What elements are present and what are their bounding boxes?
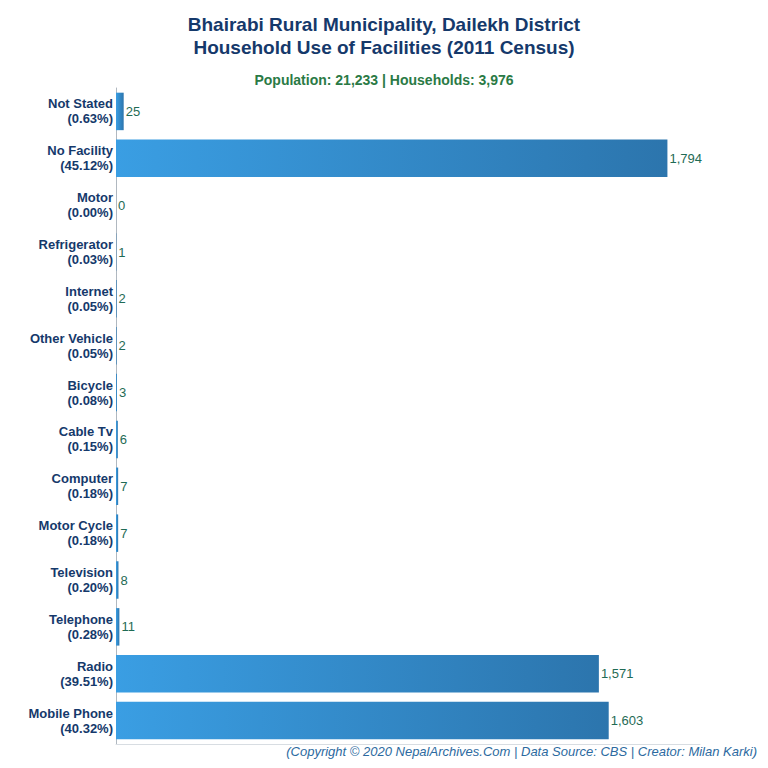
svg-text:3: 3 xyxy=(119,385,126,400)
svg-text:(Copyright © 2020 NepalArchive: (Copyright © 2020 NepalArchives.Com | Da… xyxy=(286,744,757,759)
svg-text:Bicycle: Bicycle xyxy=(67,378,113,393)
svg-text:2: 2 xyxy=(119,338,126,353)
svg-text:Motor: Motor xyxy=(77,190,113,205)
svg-text:(0.18%): (0.18%) xyxy=(67,486,113,501)
svg-text:11: 11 xyxy=(121,619,135,634)
svg-text:25: 25 xyxy=(126,104,140,119)
svg-text:(0.05%): (0.05%) xyxy=(67,346,113,361)
svg-text:Cable Tv: Cable Tv xyxy=(59,424,114,439)
svg-text:7: 7 xyxy=(120,526,127,541)
svg-text:Telephone: Telephone xyxy=(49,612,113,627)
svg-text:Motor Cycle: Motor Cycle xyxy=(39,518,113,533)
svg-text:8: 8 xyxy=(120,573,127,588)
svg-text:Internet: Internet xyxy=(65,284,113,299)
svg-text:1,794: 1,794 xyxy=(669,151,702,166)
svg-text:7: 7 xyxy=(120,479,127,494)
svg-text:(0.03%): (0.03%) xyxy=(67,252,113,267)
svg-text:Computer: Computer xyxy=(52,471,113,486)
svg-text:6: 6 xyxy=(120,432,127,447)
svg-text:Radio: Radio xyxy=(77,659,113,674)
svg-text:(0.18%): (0.18%) xyxy=(67,533,113,548)
svg-text:Television: Television xyxy=(50,565,113,580)
svg-text:Household Use of Facilities (2: Household Use of Facilities (2011 Census… xyxy=(193,37,574,58)
svg-text:No Facility: No Facility xyxy=(47,143,114,158)
svg-text:1: 1 xyxy=(118,245,125,260)
svg-text:(0.63%): (0.63%) xyxy=(67,111,113,126)
svg-text:(0.08%): (0.08%) xyxy=(67,393,113,408)
svg-text:Other Vehicle: Other Vehicle xyxy=(30,331,113,346)
svg-text:Mobile Phone: Mobile Phone xyxy=(29,706,114,721)
svg-text:Population: 21,233 | Household: Population: 21,233 | Households: 3,976 xyxy=(254,72,513,88)
svg-text:1,571: 1,571 xyxy=(601,666,634,681)
svg-text:(0.28%): (0.28%) xyxy=(67,627,113,642)
svg-text:(0.00%): (0.00%) xyxy=(67,205,113,220)
svg-text:1,603: 1,603 xyxy=(611,713,644,728)
svg-text:(40.32%): (40.32%) xyxy=(60,721,113,736)
svg-text:(45.12%): (45.12%) xyxy=(60,158,113,173)
svg-text:2: 2 xyxy=(119,291,126,306)
svg-text:Bhairabi Rural Municipality, D: Bhairabi Rural Municipality, Dailekh Dis… xyxy=(188,14,581,35)
svg-text:(0.05%): (0.05%) xyxy=(67,299,113,314)
svg-text:Not Stated: Not Stated xyxy=(48,96,113,111)
svg-text:Refrigerator: Refrigerator xyxy=(39,237,113,252)
svg-text:(0.15%): (0.15%) xyxy=(67,439,113,454)
svg-text:0: 0 xyxy=(118,198,125,213)
svg-text:(39.51%): (39.51%) xyxy=(60,674,113,689)
svg-text:(0.20%): (0.20%) xyxy=(67,580,113,595)
